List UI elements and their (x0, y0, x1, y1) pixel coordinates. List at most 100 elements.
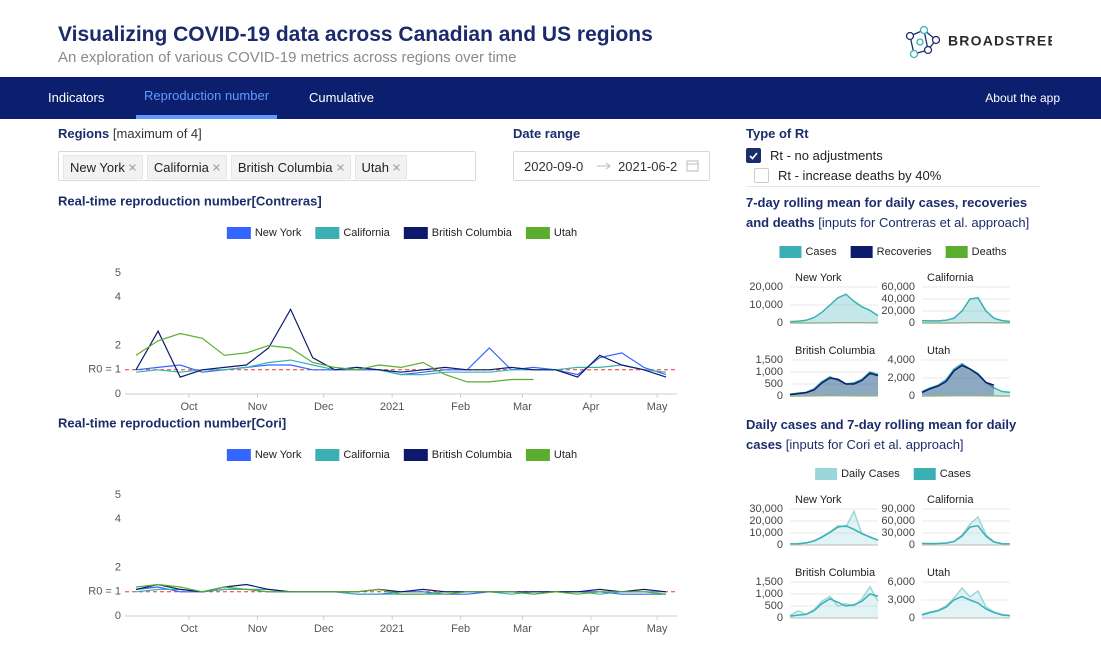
legend-label: New York (255, 449, 302, 461)
panel-title: Daily cases and 7-day rolling mean for d… (746, 415, 1046, 455)
x-tick-label: May (647, 401, 668, 413)
y-tick-label: 5 (115, 267, 121, 279)
y-tick-label: 0 (777, 317, 783, 329)
y-tick-label: 1,000 (755, 588, 783, 600)
series-line (921, 524, 1011, 545)
y-tick-label: R0 = 1 (88, 586, 121, 598)
y-tick-label: 2 (115, 340, 121, 352)
nav-bar: Indicators Reproduction number Cumulative … (0, 77, 1101, 119)
x-tick-label: Nov (248, 623, 268, 635)
y-tick-label: 1,500 (755, 576, 783, 588)
region-tag[interactable]: New York (63, 155, 143, 179)
series-line (135, 347, 667, 376)
y-tick-label: 30,000 (749, 503, 783, 515)
legend-swatch (850, 246, 873, 258)
y-tick-label: 90,000 (881, 503, 915, 515)
y-tick-label: 30,000 (881, 527, 915, 539)
legend-label: British Columbia (432, 449, 513, 461)
series-line (135, 359, 667, 376)
panel-note: [inputs for Cori et al. approach] (785, 437, 964, 452)
y-tick-label: 40,000 (881, 293, 915, 305)
legend: New York California British Columbia Utah (226, 449, 577, 461)
y-tick-label: 1,000 (755, 366, 783, 378)
x-tick-label: Dec (314, 623, 334, 635)
remove-icon[interactable] (129, 163, 136, 171)
legend-label: Utah (554, 227, 577, 239)
region-tag[interactable]: California (146, 155, 227, 179)
series-area (790, 511, 878, 545)
x-tick-label: Oct (180, 623, 197, 635)
legend-swatch (945, 246, 968, 258)
x-tick-label: May (647, 623, 668, 635)
small-chart-title: New York (795, 494, 842, 506)
nav-tab[interactable]: Cumulative (309, 90, 375, 105)
remove-icon[interactable] (336, 163, 344, 171)
region-tag[interactable]: British Columbia (230, 155, 351, 179)
y-tick-label: 10,000 (749, 299, 783, 311)
legend-swatch (525, 449, 550, 461)
legend-label: Cases (805, 246, 837, 258)
nav-tab[interactable]: Reproduction number (136, 77, 278, 119)
series-area (790, 294, 878, 323)
legend: New York California British Columbia Utah (226, 227, 577, 239)
panel-note: [inputs for Contreras et al. approach] (818, 215, 1030, 230)
small-chart-title: Utah (927, 345, 950, 357)
y-tick-label: 20,000 (749, 281, 783, 293)
rt-option[interactable]: Rt - no adjustments (746, 148, 883, 163)
legend-swatch (815, 468, 838, 480)
legend-swatch (403, 227, 428, 239)
legend-label: Daily Cases (841, 468, 900, 480)
checkbox[interactable] (746, 148, 761, 163)
series-line (789, 525, 879, 545)
y-tick-label: R0 = 1 (88, 364, 121, 376)
y-tick-label: 0 (909, 539, 915, 551)
date-start[interactable]: 2020-09-0 (524, 159, 584, 174)
checkbox[interactable] (754, 168, 769, 183)
y-tick-label: 60,000 (881, 515, 915, 527)
legend-swatch (315, 449, 340, 461)
x-tick-label: Apr (582, 623, 599, 635)
calendar-icon (686, 160, 699, 172)
legend-label: Deaths (972, 246, 1007, 258)
x-tick-label: 2021 (380, 401, 404, 413)
y-tick-label: 0 (115, 610, 121, 622)
app-subtitle: An exploration of various COVID-19 metri… (58, 49, 517, 66)
about-link[interactable]: About the app (985, 91, 1060, 105)
region-tag[interactable]: Utah (354, 155, 407, 179)
series-line (921, 595, 1011, 617)
y-tick-label: 3,000 (887, 594, 915, 606)
small-chart-title: California (927, 272, 974, 284)
rt-option-label: Rt - no adjustments (770, 148, 883, 163)
series-line (135, 307, 667, 378)
date-end[interactable]: 2021-06-2 (618, 159, 678, 174)
nav-tab[interactable]: Indicators (48, 90, 105, 105)
legend-label: British Columbia (432, 227, 513, 239)
series-line (789, 293, 879, 323)
small-chart-title: Utah (927, 567, 950, 579)
date-range-picker[interactable]: 2020-09-0 2021-06-2 (513, 151, 710, 181)
legend-label: California (343, 449, 390, 461)
y-tick-label: 500 (765, 378, 783, 390)
region-tag-label: New York (70, 159, 125, 175)
panel-title-text: 7-day rolling mean for daily cases, reco… (746, 195, 1028, 230)
legend-label: Cases (940, 468, 972, 480)
rt-type-label: Type of Rt (746, 126, 809, 141)
remove-icon[interactable] (393, 163, 400, 171)
y-tick-label: 0 (909, 317, 915, 329)
y-tick-label: 500 (765, 600, 783, 612)
region-tag-label: Utah (361, 159, 389, 175)
legend-label: California (343, 227, 390, 239)
rt-option-label: Rt - increase deaths by 40% (778, 168, 942, 183)
x-tick-label: Feb (451, 401, 470, 413)
series-area (922, 365, 994, 396)
y-tick-label: 20,000 (749, 515, 783, 527)
legend-swatch (315, 227, 340, 239)
regions-select[interactable]: New York California British Columbia Utah (58, 151, 476, 181)
y-tick-label: 60,000 (881, 281, 915, 293)
app-title: Visualizing COVID-19 data across Canadia… (58, 23, 653, 46)
remove-icon[interactable] (212, 163, 220, 171)
legend: Daily Cases Cases (815, 468, 971, 480)
rt-option[interactable]: Rt - increase deaths by 40% (754, 168, 941, 183)
series-area (790, 586, 878, 618)
